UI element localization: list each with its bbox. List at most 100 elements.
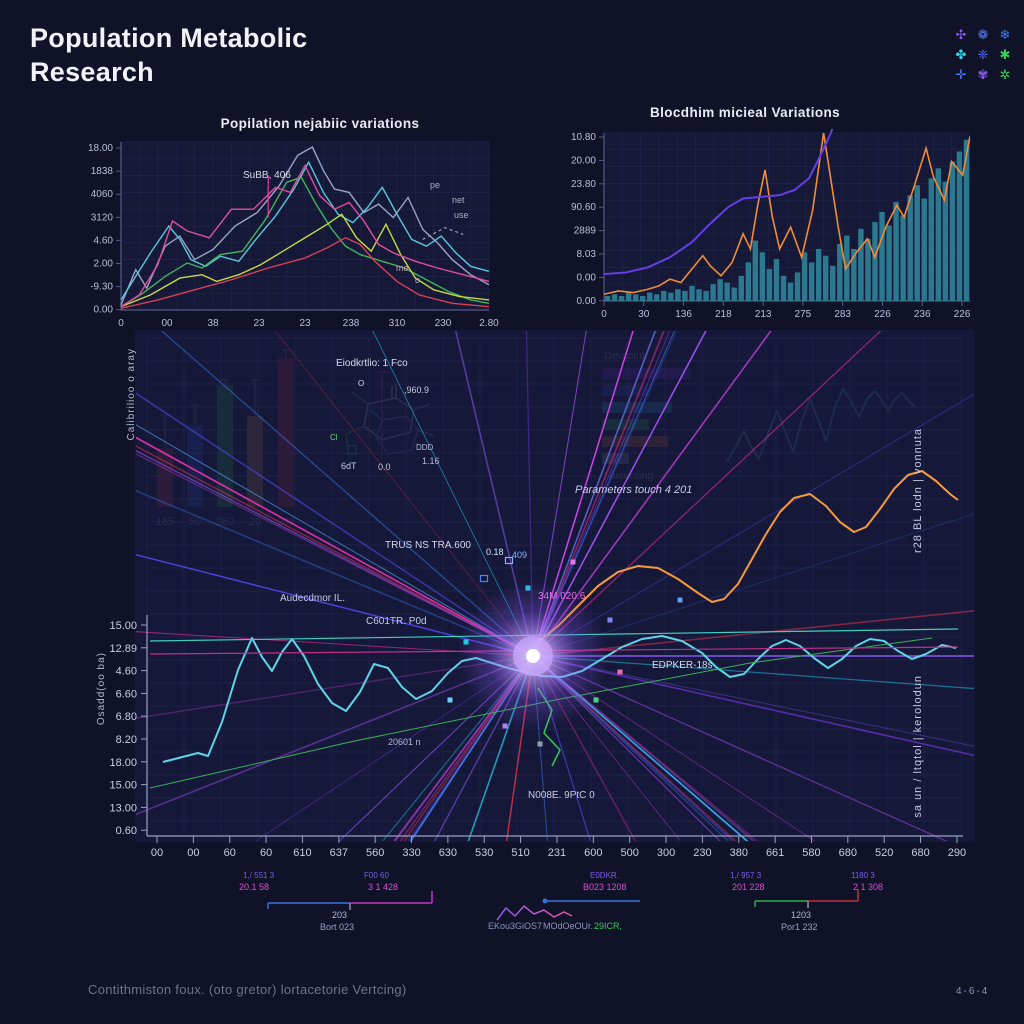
annotation-label: 201 228 xyxy=(732,882,765,892)
x-tick-label: 38 xyxy=(207,318,219,329)
annotation-label: 1180 3 xyxy=(851,871,875,880)
x-tick-label: 300 xyxy=(657,847,675,859)
y-tick-label: 20.00 xyxy=(571,155,596,166)
main-composite-chart: 15.00 12.89 4.60 6.60 6.80 8.20 18.00 15.00 13.0… xyxy=(109,330,975,859)
range-bracket xyxy=(267,891,433,910)
x-tick-label: 380 xyxy=(730,847,748,859)
x-tick-label: 661 xyxy=(766,847,784,859)
y-tick-label: 90.60 xyxy=(571,202,596,213)
annotation-label: o xyxy=(415,275,421,285)
y-tick-label: 3120 xyxy=(91,212,114,223)
decorative-glyph-icon: ✱ xyxy=(999,46,1011,62)
series-indigo xyxy=(604,129,834,276)
annotation-label: 1.16 xyxy=(422,456,440,466)
annotation-label: 6dT xyxy=(341,461,357,471)
x-tick-label: 330 xyxy=(402,847,420,859)
annotation-label: 0.0 xyxy=(378,462,391,472)
annotation-label: B023 1208 xyxy=(583,882,627,892)
x-tick-label: 30 xyxy=(638,309,650,320)
x-tick-label: 680 xyxy=(839,847,857,859)
x-tick-label: 637 xyxy=(330,847,348,859)
y-tick-label: 0.00 xyxy=(94,305,114,316)
annotation-label: N008E. 9PtC 0 xyxy=(528,790,595,801)
x-tick-label: 610 xyxy=(293,847,311,859)
decorative-glyph-icon: ✤ xyxy=(955,46,967,62)
x-tick-label: 218 xyxy=(715,309,732,320)
decorative-glyph-icon: ❈ xyxy=(977,46,989,62)
annotation-label: Parameters touch 4 201 xyxy=(575,484,693,496)
bar-series xyxy=(604,139,970,301)
annotation-label: E0DKR. xyxy=(590,871,619,880)
series-green xyxy=(120,176,490,308)
y-tick-label: 1838 xyxy=(91,166,114,177)
x-tick-label: 23 xyxy=(299,318,311,329)
y-tick-label: 12.89 xyxy=(109,643,137,655)
annotation-label: F00 60 xyxy=(364,871,389,880)
series-crimson xyxy=(120,236,490,310)
annotation-label: 0.18 xyxy=(486,547,504,557)
annotation-label: r28 BL lodn | vonnuta xyxy=(912,428,924,553)
y-tick-label: 0.60 xyxy=(116,825,137,837)
x-tick-label: 290 xyxy=(948,847,966,859)
annotation-label: ,960.9 xyxy=(404,385,430,395)
series-orange xyxy=(604,132,970,296)
annotation-label: Calibrilioo o aray xyxy=(126,348,137,441)
annotation-label: Audecdmor IL. xyxy=(280,593,346,604)
x-tick-label: 230 xyxy=(435,318,452,329)
annotation-label: 20.1 58 xyxy=(239,882,270,892)
x-tick-label: 238 xyxy=(343,318,360,329)
x-tick-label: 230 xyxy=(693,847,711,859)
x-tick-label: 600 xyxy=(584,847,602,859)
y-tick-label: 10.80 xyxy=(571,132,596,143)
annotation-label: EKou3GiOS7 xyxy=(488,921,543,931)
annotation-label: Osadd(oo ba) xyxy=(96,652,107,726)
y-tick-label: 8.03 xyxy=(577,249,597,260)
x-tick-label: 580 xyxy=(802,847,820,859)
annotation-label: C601TR. P0d xyxy=(366,616,427,627)
page-title-line2: Research xyxy=(30,56,154,87)
x-tick-label: 530 xyxy=(475,847,493,859)
wave-orange-wave xyxy=(537,470,959,643)
x-tick-label: 310 xyxy=(389,318,406,329)
annotation-label: O xyxy=(358,379,365,388)
x-tick-label: 226 xyxy=(874,309,891,320)
annotation-label: pe xyxy=(430,180,441,190)
annotation-label: 20601 n xyxy=(388,737,421,747)
x-tick-label: 60 xyxy=(260,847,272,859)
series-yellow xyxy=(120,213,490,308)
y-tick-label: 15.00 xyxy=(109,620,137,632)
scatter-markers xyxy=(447,556,683,747)
annotation-label: 203 xyxy=(332,910,348,920)
annotation-label: EDPKER-18s xyxy=(652,660,713,671)
annotation-label: net xyxy=(452,195,465,205)
decorative-glyph-icon: ❁ xyxy=(977,26,989,42)
annotation-label: me xyxy=(396,263,409,273)
population-chart-title: Popilation nejabiic variations xyxy=(220,116,420,131)
y-tick-label: 0.00 xyxy=(577,296,597,307)
y-tick-label: 8.20 xyxy=(116,734,137,746)
biochem-chart-title: Blocdhim micieal Variations xyxy=(649,105,841,120)
x-tick-label: 00 xyxy=(151,847,163,859)
x-tick-label: 213 xyxy=(755,309,772,320)
y-tick-label: 18.00 xyxy=(88,143,113,154)
y-tick-label: 4.60 xyxy=(94,235,114,246)
y-tick-label: 2.00 xyxy=(94,259,114,270)
annotation-label: 2 1 308 xyxy=(853,882,884,892)
annotation-label: SuBB, 406 xyxy=(243,170,291,181)
x-tick-label: 275 xyxy=(795,309,812,320)
series-magenta xyxy=(120,163,490,308)
annotation-label: 1203 xyxy=(791,910,812,920)
y-tick-label: 6.60 xyxy=(116,688,137,700)
x-tick-label: 226 xyxy=(954,309,971,320)
page-title-line1: Population Metabolic xyxy=(30,23,308,53)
x-tick-label: 2.80 xyxy=(479,318,499,329)
x-tick-label: 231 xyxy=(548,847,566,859)
y-tick-label: 6.80 xyxy=(116,711,137,723)
y-tick-label: 0.00 xyxy=(577,272,597,283)
x-tick-label: 560 xyxy=(366,847,384,859)
y-tick-label: 4060 xyxy=(91,189,114,200)
annotation-label: use xyxy=(454,210,469,220)
annotation-label: 409 xyxy=(512,550,528,560)
